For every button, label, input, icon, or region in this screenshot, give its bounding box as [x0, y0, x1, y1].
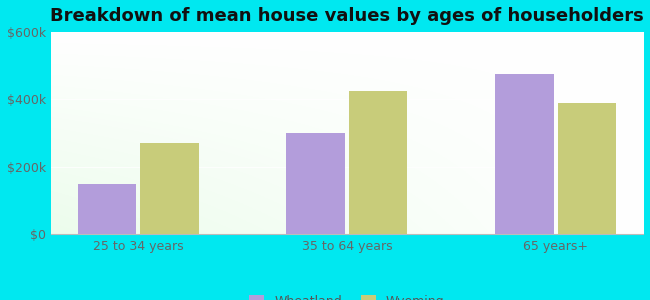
Bar	[495, 74, 554, 234]
Title: Breakdown of mean house values by ages of householders: Breakdown of mean house values by ages o…	[50, 7, 644, 25]
Bar	[140, 143, 199, 234]
Bar	[349, 91, 408, 234]
Bar	[287, 133, 345, 234]
Bar	[558, 103, 616, 234]
Legend: Wheatland, Wyoming: Wheatland, Wyoming	[244, 290, 450, 300]
Bar	[78, 184, 136, 234]
